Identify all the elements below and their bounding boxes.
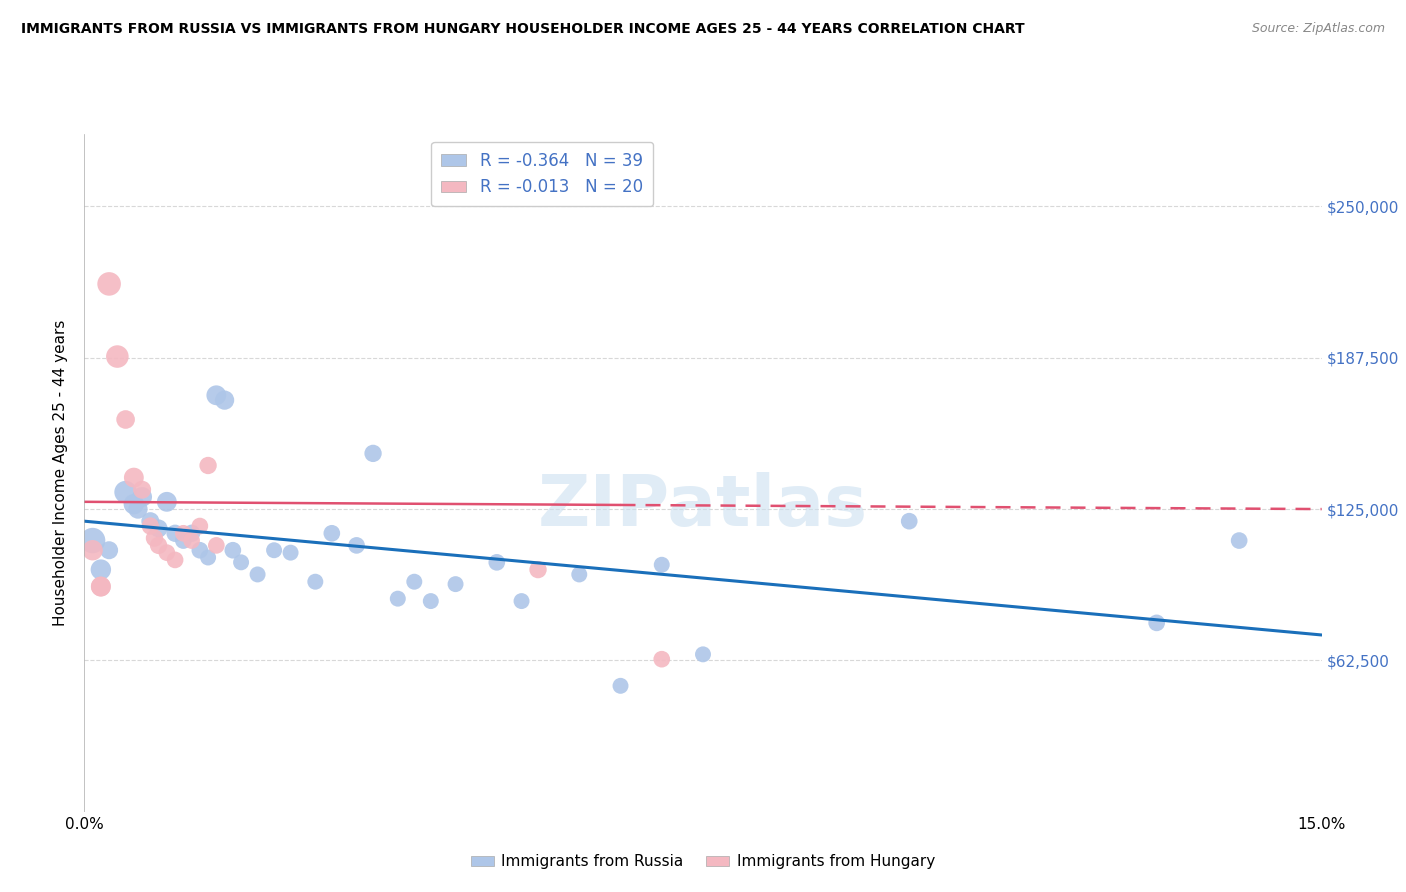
Point (90, 580, 112, 594)
Point (404, 574, 426, 589)
Point (98, 277, 121, 291)
Point (114, 485, 136, 500)
Point (361, 446, 384, 460)
Text: ZIPatlas: ZIPatlas (538, 472, 868, 541)
Point (304, 574, 326, 589)
Point (90, 580, 112, 594)
Point (139, 519, 162, 533)
Point (229, 555, 252, 569)
Legend: R = -0.364   N = 39, R = -0.013   N = 20: R = -0.364 N = 39, R = -0.013 N = 20 (432, 142, 652, 206)
Point (148, 521, 170, 535)
Point (197, 458, 219, 473)
Point (156, 495, 179, 509)
Point (114, 412, 136, 426)
Point (346, 538, 368, 552)
Point (1146, 615, 1168, 630)
Point (444, 577, 467, 591)
Point (214, 393, 236, 408)
Point (82, 543, 104, 558)
Point (90, 563, 112, 577)
Point (280, 546, 302, 560)
Point (131, 483, 153, 497)
Point (387, 591, 409, 606)
Point (172, 526, 194, 541)
Text: IMMIGRANTS FROM RUSSIA VS IMMIGRANTS FROM HUNGARY HOUSEHOLDER INCOME AGES 25 - 4: IMMIGRANTS FROM RUSSIA VS IMMIGRANTS FRO… (21, 22, 1025, 37)
Point (527, 563, 550, 577)
Point (165, 553, 187, 567)
Point (148, 538, 170, 552)
Point (1227, 533, 1250, 548)
Point (510, 594, 533, 608)
Point (246, 567, 269, 582)
Point (188, 519, 211, 533)
Point (127, 502, 149, 516)
Point (105, 350, 128, 364)
Point (205, 388, 228, 402)
Point (131, 490, 153, 504)
Point (156, 546, 179, 560)
Text: Source: ZipAtlas.com: Source: ZipAtlas.com (1251, 22, 1385, 36)
Point (263, 543, 285, 558)
Point (98, 543, 121, 558)
Point (609, 679, 631, 693)
Legend: Immigrants from Russia, Immigrants from Hungary: Immigrants from Russia, Immigrants from … (464, 848, 942, 875)
Point (172, 533, 194, 548)
Point (165, 526, 187, 541)
Point (222, 543, 245, 558)
Y-axis label: Householder Income Ages 25 - 44 years: Householder Income Ages 25 - 44 years (53, 319, 69, 626)
Point (122, 497, 145, 511)
Point (180, 533, 202, 548)
Point (651, 558, 673, 572)
Point (180, 526, 202, 541)
Point (122, 470, 145, 484)
Point (321, 526, 343, 541)
Point (898, 514, 921, 528)
Point (692, 648, 714, 662)
Point (139, 514, 162, 528)
Point (485, 555, 508, 569)
Point (82, 533, 104, 548)
Point (188, 543, 211, 558)
Point (143, 531, 166, 545)
Point (419, 594, 441, 608)
Point (205, 538, 228, 552)
Point (651, 652, 673, 666)
Point (568, 567, 591, 582)
Point (197, 550, 219, 565)
